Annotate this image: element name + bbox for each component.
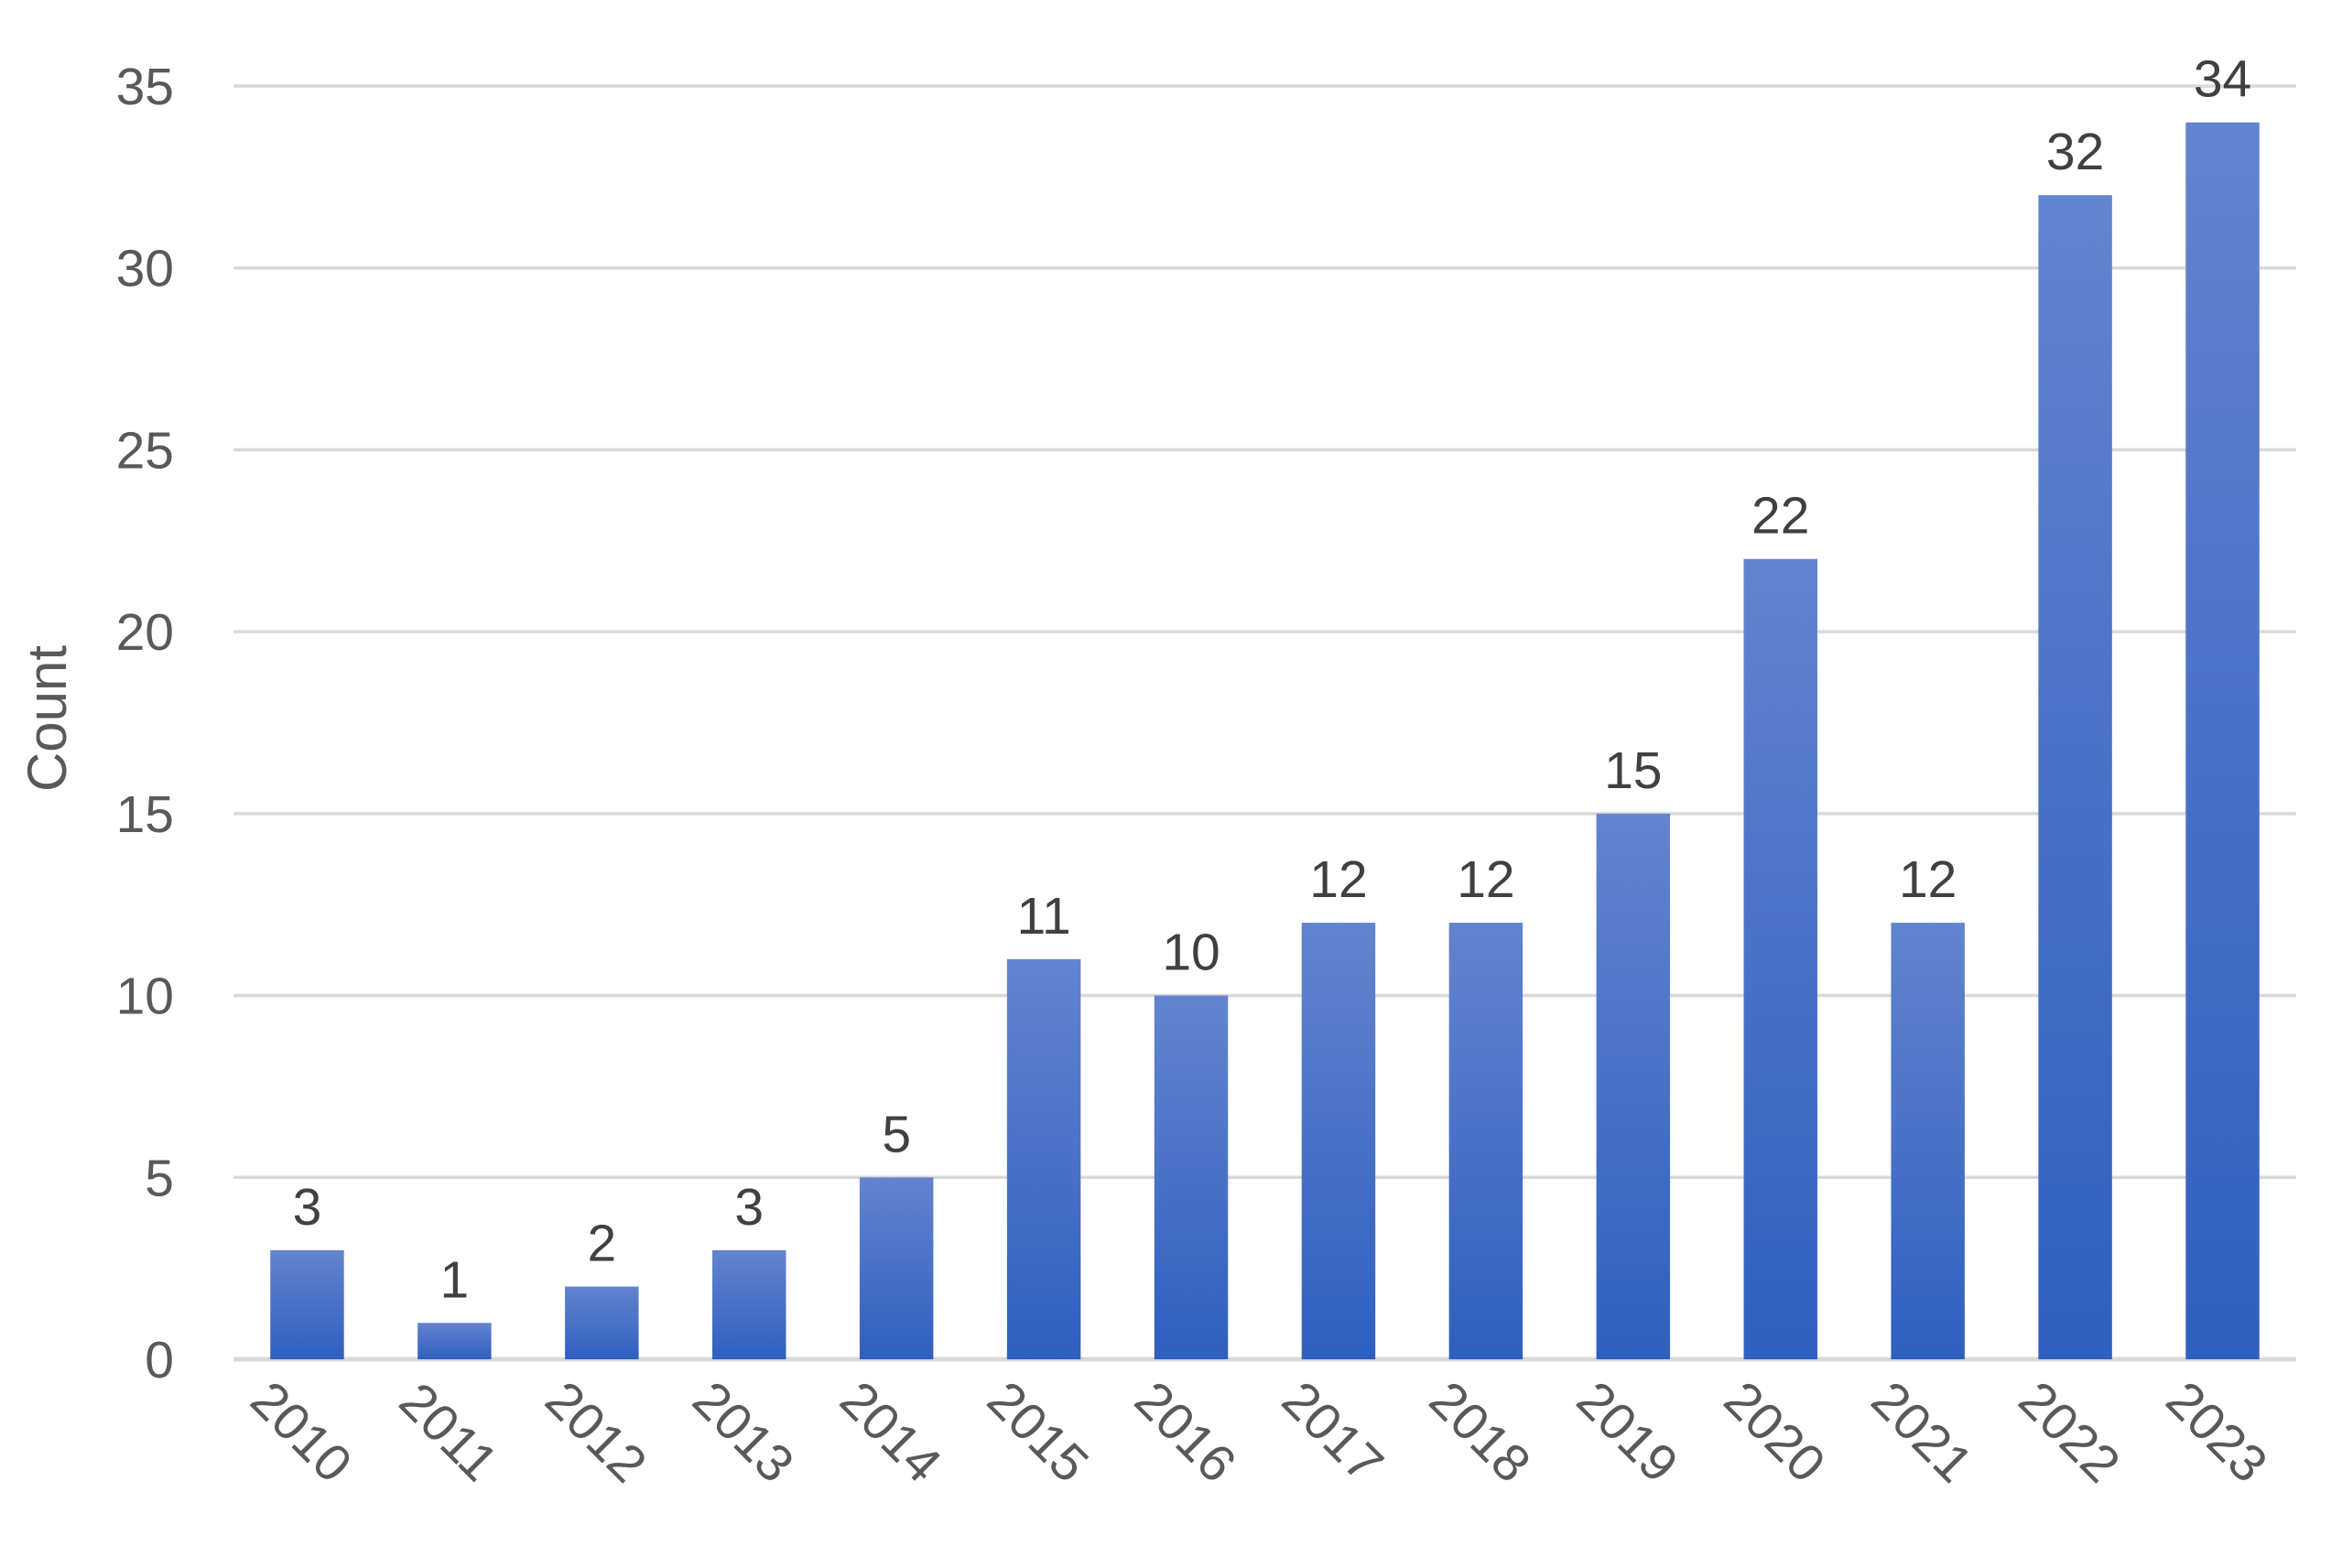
bar-2016 xyxy=(1154,995,1229,1359)
x-tick-label: 2020 xyxy=(1713,1370,1837,1494)
gridlines xyxy=(233,84,2296,1362)
data-label: 10 xyxy=(1162,924,1220,982)
data-label: 32 xyxy=(2046,123,2104,181)
y-tick-label: 10 xyxy=(116,968,174,1026)
x-tick-label: 2013 xyxy=(681,1370,805,1494)
y-axis-title: Count xyxy=(16,645,78,792)
bar-2018 xyxy=(1448,923,1523,1359)
x-tick-label: 2018 xyxy=(1418,1370,1542,1494)
bar-2021 xyxy=(1891,923,1965,1359)
bar-2013 xyxy=(712,1249,786,1359)
x-axis-ticks: 2010 2011 2012 2013 2014 2015 2016 2017 2018 2019… xyxy=(239,1370,2278,1494)
y-tick-label: 5 xyxy=(145,1149,174,1207)
y-tick-label: 30 xyxy=(116,240,174,298)
data-label: 15 xyxy=(1604,741,1662,800)
bar-2014 xyxy=(859,1177,934,1359)
bar-2012 xyxy=(565,1286,639,1359)
bar-2019 xyxy=(1596,813,1671,1359)
x-tick-label: 2010 xyxy=(239,1370,363,1494)
bar-2023 xyxy=(2185,122,2260,1359)
bar-2017 xyxy=(1301,923,1376,1359)
bar-2020 xyxy=(1743,558,1817,1359)
data-label: 2 xyxy=(587,1215,616,1273)
x-tick-label: 2021 xyxy=(1860,1370,1984,1494)
bar-2010 xyxy=(270,1249,344,1359)
x-tick-label: 2016 xyxy=(1123,1370,1247,1494)
y-tick-label: 25 xyxy=(116,421,174,480)
data-label: 34 xyxy=(2194,50,2251,109)
x-tick-label: 2012 xyxy=(534,1370,657,1494)
bar-2015 xyxy=(1006,958,1081,1359)
x-tick-label: 2019 xyxy=(1566,1370,1689,1494)
data-label: 12 xyxy=(1309,850,1367,909)
y-tick-label: 20 xyxy=(116,603,174,662)
y-tick-label: 0 xyxy=(145,1331,174,1390)
bar-2011 xyxy=(417,1323,492,1359)
data-label: 3 xyxy=(293,1178,322,1237)
x-tick-label: 2015 xyxy=(976,1370,1100,1494)
x-tick-label: 2023 xyxy=(2155,1370,2279,1494)
y-tick-label: 35 xyxy=(116,58,174,116)
data-label: 5 xyxy=(882,1105,911,1163)
bar-2022 xyxy=(2038,195,2112,1360)
data-label: 1 xyxy=(440,1250,470,1309)
x-tick-label: 2022 xyxy=(2008,1370,2131,1494)
bars xyxy=(270,122,2260,1360)
data-label: 12 xyxy=(1899,850,1957,909)
x-tick-label: 2011 xyxy=(388,1372,509,1493)
data-label: 12 xyxy=(1457,850,1514,909)
y-axis-ticks: 0 5 10 15 20 25 30 35 xyxy=(116,58,174,1390)
data-label: 3 xyxy=(734,1178,764,1237)
x-tick-label: 2017 xyxy=(1271,1370,1394,1494)
data-label: 22 xyxy=(1751,487,1809,546)
x-tick-label: 2014 xyxy=(829,1370,952,1494)
y-tick-label: 15 xyxy=(116,785,174,844)
data-label: 11 xyxy=(1017,887,1071,946)
